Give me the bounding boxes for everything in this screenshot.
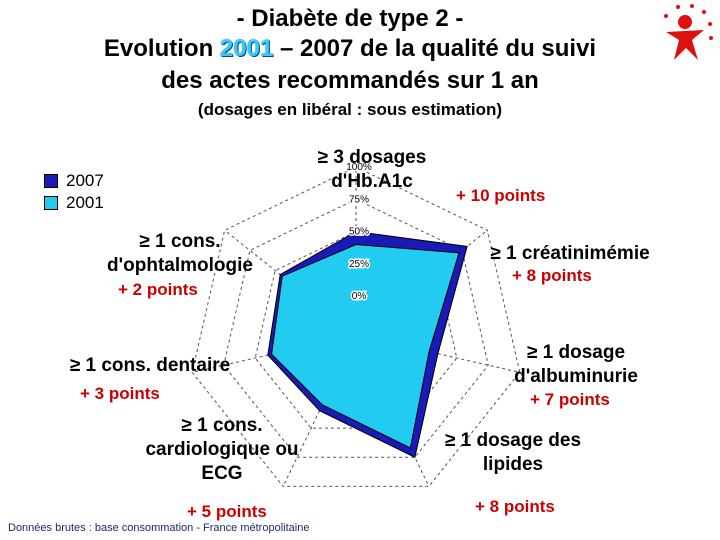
axis-label-dentaire: ≥ 1 cons. dentaire	[69, 355, 231, 376]
legend-label-2001: 2001	[66, 193, 104, 212]
axis-label-albuminurie: ≥ 1 dosage d'albuminurie	[500, 341, 652, 389]
points-albuminurie: + 7 points	[530, 390, 610, 409]
axis-label-hba1c: ≥ 3 dosages d'Hb.A1c	[296, 146, 448, 194]
axis-label-hba1c-line1: ≥ 3 dosages	[317, 147, 427, 168]
points-ophtalmo: + 2 points	[118, 280, 198, 299]
title-line-3: des actes recommandés sur 1 an	[161, 67, 539, 94]
stick-figure-logo-icon	[664, 4, 713, 60]
legend-label-2007: 2007	[66, 171, 104, 190]
legend-item-2007: 2007	[44, 170, 104, 192]
title-suffix: – 2007 de la qualité du suivi	[273, 35, 597, 62]
axis-label-ophtalmo-line2: d'ophtalmologie	[107, 255, 253, 276]
axis-label-cardio: ≥ 1 cons. cardiologique ou ECG	[124, 414, 320, 486]
subtitle: (dosages en libéral : sous estimation)	[197, 100, 503, 119]
series-area-2001	[271, 244, 460, 449]
axis-label-albuminurie-line1: ≥ 1 dosage	[526, 342, 626, 363]
axis-label-hba1c-line2: d'Hb.A1c	[331, 171, 413, 192]
grid-ring-3	[223, 198, 489, 458]
axis-label-cardio-line1: ≥ 1 cons.	[181, 415, 263, 436]
axis-label-lipides-line2: lipides	[482, 454, 544, 475]
footer-source: Données brutes : base consommation - Fra…	[8, 522, 310, 534]
chart-legend: 2007 2001	[44, 170, 104, 214]
axis-label-cardio-line3: ECG	[201, 463, 243, 484]
tick-label-1: 25%	[349, 259, 369, 270]
grid-ring-4	[191, 166, 521, 487]
title-year-highlight: 2001	[219, 35, 274, 62]
axis-label-ophtalmo-line1: ≥ 1 cons.	[139, 231, 221, 252]
legend-swatch-2001	[44, 196, 58, 210]
points-lipides: + 8 points	[475, 497, 555, 516]
tick-label-0: 0%	[352, 291, 367, 302]
axis-label-lipides: ≥ 1 dosage des lipides	[428, 429, 598, 477]
tick-label-4: 100%	[346, 162, 372, 173]
axis-label-creatinine: ≥ 1 créatinimémie	[490, 243, 650, 264]
points-creatinine: + 8 points	[512, 266, 592, 285]
axis-label-lipides-line1: ≥ 1 dosage des	[444, 430, 582, 451]
legend-swatch-2007	[44, 174, 58, 188]
axis-label-albuminurie-line2: d'albuminurie	[514, 366, 638, 387]
title-line-1: - Diabète de type 2 -	[236, 5, 464, 32]
tick-label-3: 75%	[349, 194, 369, 205]
title-prefix: Evolution	[103, 35, 220, 62]
axis-label-cardio-line2: cardiologique ou	[145, 439, 299, 460]
title-line-2: Evolution 2001 – 2007 de la qualité du s…	[0, 34, 710, 64]
tick-label-2: 50%	[349, 227, 369, 238]
legend-item-2001: 2001	[44, 192, 104, 214]
points-hba1c: + 10 points	[456, 186, 546, 205]
points-dentaire: + 3 points	[80, 384, 160, 403]
axis-label-ophtalmo: ≥ 1 cons. d'ophtalmologie	[90, 230, 270, 278]
points-cardio: + 5 points	[187, 502, 267, 521]
